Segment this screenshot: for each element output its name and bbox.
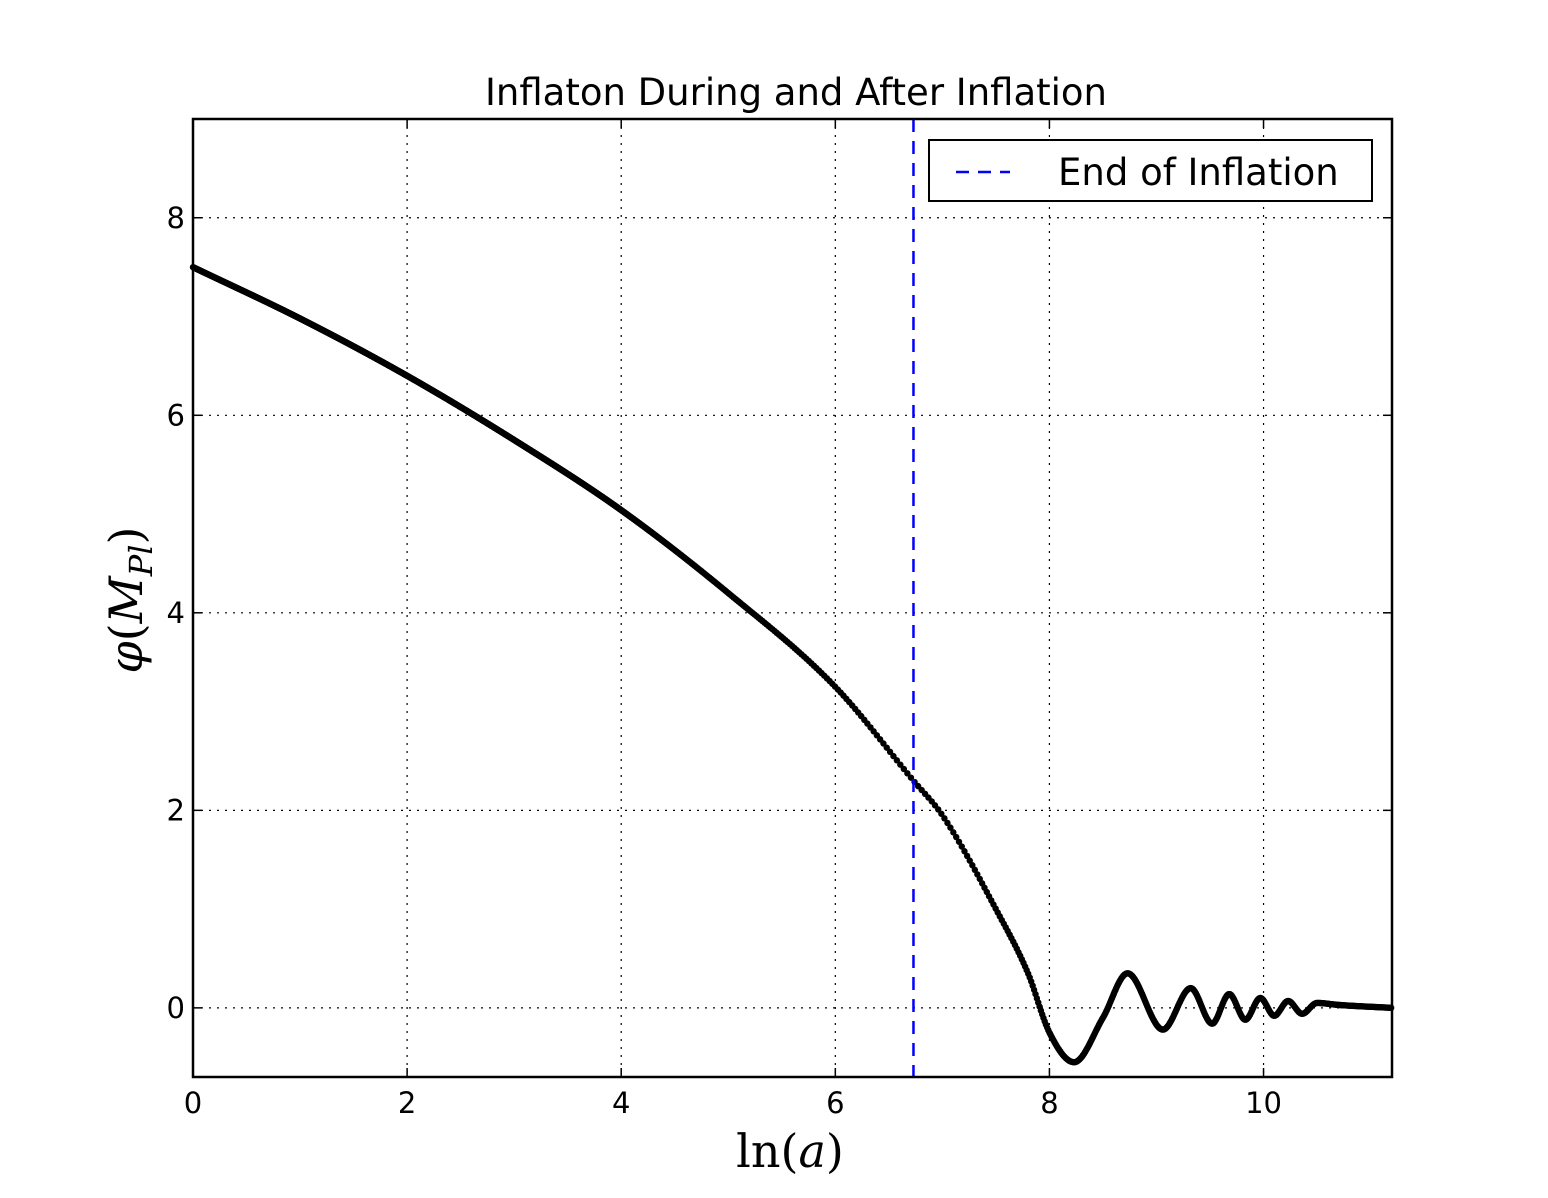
y-tick-label: 2 <box>167 793 185 827</box>
plot-frame <box>191 117 1394 1079</box>
data-point <box>893 757 901 764</box>
x-tick-label: 8 <box>1040 1086 1058 1120</box>
grid-lines <box>192 119 1392 1077</box>
data-point <box>955 838 963 845</box>
x-tick-label: 2 <box>398 1086 416 1120</box>
data-point <box>938 810 945 817</box>
y-axis-label: φ(MPl) <box>99 527 160 674</box>
y-tick-label: 8 <box>167 201 185 235</box>
y-tick-labels: 0 2 4 6 8 <box>167 201 185 1025</box>
data-point <box>958 843 965 850</box>
x-tick-label: 6 <box>826 1086 844 1120</box>
axis-ticks <box>192 119 1392 1077</box>
y-tick-label: 0 <box>167 991 185 1025</box>
data-point <box>897 761 904 768</box>
x-tick-label: 10 <box>1245 1086 1282 1120</box>
data-point <box>963 852 971 860</box>
y-tick-label: 4 <box>167 596 185 630</box>
chart-title: Inflaton During and After Inflation <box>485 71 1107 114</box>
data-point <box>890 752 897 760</box>
data-point <box>952 833 960 841</box>
legend-entry-label: End of Inflation <box>1058 151 1339 194</box>
data-point <box>947 824 954 831</box>
data-series <box>189 263 1395 1066</box>
data-point <box>950 829 957 836</box>
x-axis-label: ln(a) <box>736 1124 844 1178</box>
x-tick-label: 4 <box>612 1086 630 1120</box>
legend: End of Inflation <box>928 139 1373 202</box>
y-tick-label: 6 <box>167 398 185 432</box>
data-point <box>944 819 951 827</box>
data-point <box>961 848 968 855</box>
data-point <box>904 770 911 777</box>
data-point <box>941 815 948 822</box>
x-tick-labels: 0 2 4 6 8 10 <box>184 1086 1282 1120</box>
data-point <box>900 765 908 773</box>
x-tick-label: 0 <box>184 1086 202 1120</box>
legend-box <box>928 139 1373 202</box>
